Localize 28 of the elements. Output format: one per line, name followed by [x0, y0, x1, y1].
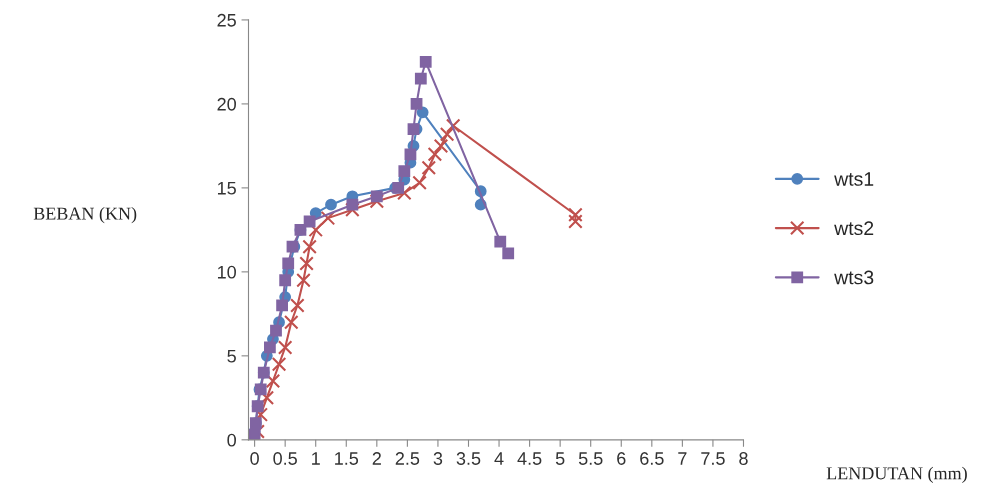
y-tick-label: 20 — [217, 97, 236, 111]
y-tick-label: 25 — [217, 13, 236, 27]
x-tick-label: 1.5 — [335, 452, 359, 465]
x-tick-label: 4 — [494, 452, 504, 465]
x-tick-label: 0.5 — [273, 452, 297, 465]
y-axis-title: BEBAN (KN) — [33, 206, 137, 224]
y-tick-label: 5 — [227, 349, 236, 363]
x-tick-label: 2.5 — [395, 452, 420, 465]
x-tick-label: 7.5 — [701, 452, 725, 465]
x-tick-label: 1 — [312, 452, 320, 465]
x-tick-label: 5 — [555, 452, 565, 465]
x-tick-label: 6 — [617, 452, 626, 465]
x-tick-label: 3 — [433, 452, 443, 465]
legend-label: wts2 — [834, 221, 874, 236]
x-tick-label: 2 — [372, 452, 381, 465]
legend-label: wts3 — [834, 270, 874, 285]
x-tick-label: 6.5 — [640, 452, 664, 465]
y-tick-label: 15 — [217, 182, 236, 195]
legend-label: wts1 — [834, 172, 874, 186]
x-tick-label: 7 — [678, 452, 687, 465]
y-tick-label: 0 — [227, 433, 236, 447]
y-tick-label: 10 — [217, 265, 236, 279]
x-axis-title: LENDUTAN (mm) — [826, 466, 967, 484]
x-tick-label: 4.5 — [517, 452, 542, 465]
x-tick-label: 5.5 — [578, 452, 603, 465]
x-tick-label: 3.5 — [456, 452, 481, 465]
x-tick-label: 0 — [250, 452, 259, 465]
x-tick-label: 8 — [739, 452, 748, 465]
